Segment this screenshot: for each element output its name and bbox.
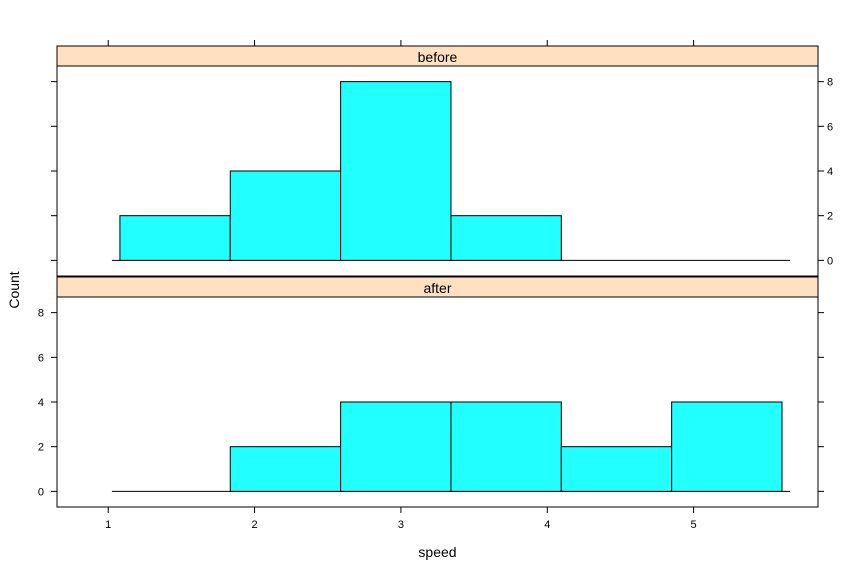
x-tick-label-2: 2 <box>252 519 258 531</box>
bar-after-1 <box>229 446 342 492</box>
y-axis-title: Count <box>6 271 22 308</box>
strip-label-before: before <box>418 49 458 65</box>
y-tick-label-left-0: 0 <box>38 486 44 498</box>
bars-after <box>111 401 790 492</box>
x-axis-bottom: 1 2 3 4 5 <box>105 507 697 531</box>
y-tick-label-right-8: 8 <box>827 77 833 89</box>
bars-before <box>111 81 790 261</box>
x-axis-title: speed <box>418 544 456 560</box>
y-ticks-right-bottom <box>818 312 824 492</box>
y-tick-label-right-4: 4 <box>827 166 833 178</box>
y-tick-label-right-2: 2 <box>827 211 833 223</box>
bar-after-3 <box>450 401 562 492</box>
bar-before-2 <box>340 81 452 261</box>
bar-before-1 <box>229 170 342 261</box>
y-tick-label-left-4: 4 <box>38 397 44 409</box>
y-tick-label-left-8: 8 <box>38 308 44 320</box>
panel-before: before 0 2 4 6 8 <box>51 40 833 277</box>
y-tick-label-right-6: 6 <box>827 121 833 133</box>
bar-after-2 <box>340 401 452 492</box>
bar-before-3 <box>450 215 562 261</box>
y-axis-left: 0 2 4 6 8 <box>38 308 57 498</box>
x-tick-label-3: 3 <box>398 519 404 531</box>
y-ticks-left-top <box>51 81 57 261</box>
x-ticks-top <box>107 40 695 46</box>
y-tick-label-left-2: 2 <box>38 442 44 454</box>
bar-after-5 <box>671 401 783 492</box>
x-tick-label-1: 1 <box>105 519 111 531</box>
panel-after: after 0 2 4 6 8 1 2 3 4 5 <box>38 276 824 531</box>
bar-after-4 <box>560 446 673 492</box>
y-tick-label-right-0: 0 <box>827 255 833 267</box>
strip-label-after: after <box>423 280 451 296</box>
y-axis-right: 0 2 4 6 8 <box>818 77 833 267</box>
x-tick-label-5: 5 <box>691 519 697 531</box>
y-tick-label-left-6: 6 <box>38 352 44 364</box>
x-tick-label-4: 4 <box>544 519 550 531</box>
bar-before-0 <box>119 215 231 261</box>
